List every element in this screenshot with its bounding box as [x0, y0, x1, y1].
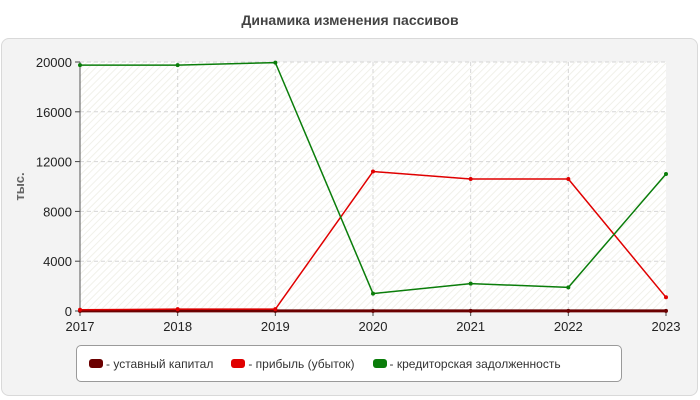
x-tick-label-3: 2020 [359, 319, 388, 334]
legend-swatch-1 [231, 359, 246, 368]
series-2-point-1 [175, 63, 180, 68]
series-1-point-1 [175, 307, 180, 312]
x-tick-label-6: 2023 [652, 319, 681, 334]
y-tick-label-5: 20000 [36, 55, 72, 70]
legend-label-0: - уставный капитал [106, 356, 214, 371]
series-1-point-6 [664, 295, 668, 300]
series-2-point-3 [371, 291, 375, 296]
chart-title: Динамика изменения пассивов [241, 12, 459, 28]
y-tick-label-4: 16000 [36, 105, 72, 120]
legend-label-2: - кредиторская задолженность [389, 356, 561, 371]
x-tick-label-1: 2018 [163, 319, 192, 334]
series-2-point-4 [468, 281, 473, 286]
x-tick-label-4: 2021 [456, 319, 485, 334]
legend-item-2[interactable]: - кредиторская задолженность [372, 356, 561, 371]
x-tick-label-5: 2022 [554, 319, 583, 334]
series-0-point-4 [468, 308, 473, 313]
series-1-point-2 [273, 307, 278, 312]
legend-item-0[interactable]: - уставный капитал [89, 357, 213, 371]
series-2-point-2 [273, 60, 278, 65]
legend-item-1[interactable]: - прибыль (убыток) [231, 356, 355, 371]
legend: - уставный капитал - прибыль (убыток) - … [76, 345, 622, 382]
tick-labels: 0 4000 8000 12000 16000 20000 2017 2018 2019 2020… [12, 55, 680, 334]
series-1-point-3 [371, 169, 375, 174]
series-0-point-3 [371, 308, 375, 313]
plot-background [80, 62, 666, 311]
series-0-point-6 [664, 308, 668, 313]
series-2-point-6 [664, 172, 668, 177]
x-tick-label-0: 2017 [66, 319, 95, 334]
series-2-point-0 [78, 63, 82, 68]
legend-label-1: - прибыль (убыток) [248, 356, 355, 371]
y-tick-label-1: 4000 [43, 254, 72, 269]
series-lines [78, 60, 668, 313]
legend-swatch-2 [372, 359, 387, 368]
y-axis-label: тыс. [12, 172, 27, 200]
series-1-point-5 [566, 177, 571, 182]
y-tick-label-3: 12000 [36, 155, 72, 170]
x-tick-label-2: 2019 [261, 319, 290, 334]
y-tick-label-0: 0 [65, 304, 72, 319]
series-1-point-4 [468, 177, 473, 182]
series-2-point-5 [566, 285, 571, 290]
y-tick-label-2: 8000 [43, 204, 72, 219]
series-0-point-5 [566, 308, 571, 313]
series-1-point-0 [78, 307, 82, 312]
legend-swatch-0 [89, 359, 103, 368]
